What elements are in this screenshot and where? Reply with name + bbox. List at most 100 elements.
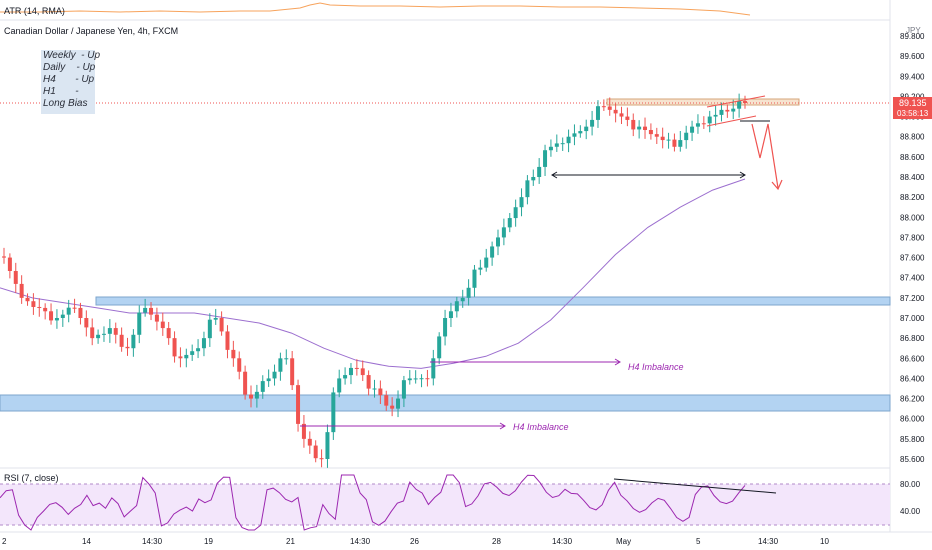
rsi-label[interactable]: RSI (7, close) [4, 473, 59, 483]
candle-body [484, 257, 489, 268]
price-tag-value: 89.135 [899, 98, 927, 108]
candle-body [319, 458, 324, 460]
currency-label: JPY [906, 26, 921, 35]
candle-body [84, 318, 89, 328]
price-tick-label: 86.800 [900, 334, 925, 343]
candle-body [737, 101, 742, 109]
candle-body [348, 367, 353, 376]
candle-body [372, 388, 377, 390]
candle-body [49, 311, 54, 321]
candle-body [672, 139, 677, 147]
supply-zone [606, 98, 800, 106]
time-tick-label: 26 [410, 537, 419, 546]
time-tick-label: 14:30 [758, 537, 779, 546]
symbol-title[interactable]: Canadian Dollar / Japanese Yen, 4h, FXCM [4, 26, 178, 36]
candle-body [437, 336, 442, 359]
candle-body [472, 269, 477, 288]
price-tick-label: 87.400 [900, 274, 925, 283]
projection-arrowhead [771, 179, 783, 191]
candle-body [266, 378, 271, 382]
price-axis[interactable]: 89.80089.60089.40089.20089.00088.80088.6… [900, 32, 925, 464]
arrowhead-lower [499, 422, 506, 430]
price-tick-label: 86.600 [900, 354, 925, 363]
support-zone [0, 394, 891, 412]
price-tick-label: 86.400 [900, 374, 925, 383]
candle-body [172, 338, 177, 357]
candle-body [2, 256, 6, 258]
candle-body [560, 143, 565, 145]
candle-body [443, 318, 448, 337]
candle-body [490, 246, 495, 258]
candle-body [360, 368, 365, 376]
range-arrow-right [739, 171, 746, 179]
candle-body [548, 146, 553, 151]
time-tick-label: 5 [696, 537, 701, 546]
candle-body [54, 318, 59, 321]
candle-body [101, 333, 106, 335]
candle-body [307, 438, 312, 446]
candle-body [354, 367, 359, 369]
candle-body [554, 143, 559, 147]
candle-body [637, 126, 642, 130]
candle-body [731, 108, 736, 112]
time-tick-label: 14:30 [552, 537, 573, 546]
candle-body [743, 101, 747, 103]
price-tick-label: 86.000 [900, 415, 925, 424]
candle-body [243, 371, 248, 395]
price-tick-label: 88.000 [900, 213, 925, 222]
candle-body [384, 395, 389, 406]
candle-body [631, 119, 636, 130]
time-tick-label: May [616, 537, 631, 546]
candle-body [572, 133, 577, 137]
candle-body [7, 257, 12, 271]
range-arrow-left [551, 171, 558, 179]
bias-h1: H1 - [43, 86, 79, 97]
candle-body [690, 126, 695, 133]
candle-body [396, 398, 401, 409]
price-tick-label: 86.200 [900, 395, 925, 404]
bias-weekly: Weekly - Up [43, 50, 101, 61]
candle-body [207, 319, 212, 339]
imbalance-label-upper: H4 Imbalance [628, 362, 684, 372]
candle-body [90, 327, 95, 339]
candle-body [313, 445, 318, 459]
candle-body [654, 134, 659, 137]
candle-body [166, 328, 171, 339]
candle-body [160, 321, 165, 329]
candle-body [72, 307, 77, 309]
time-tick-label: 21 [286, 537, 295, 546]
bias-summary: Long Bias [43, 98, 88, 109]
candle-body [413, 378, 418, 380]
candle-body [378, 388, 383, 396]
projection-path [751, 123, 779, 189]
candle-body [213, 318, 218, 320]
arrowhead-upper [614, 358, 621, 366]
price-tick-label: 88.600 [900, 153, 925, 162]
candle-body [96, 334, 101, 339]
candle-body [284, 358, 289, 360]
candle-body [701, 123, 706, 125]
candle-body [60, 314, 65, 318]
candle-body [107, 328, 112, 334]
atr-indicator-label[interactable]: ATR (14, RMA) [4, 6, 65, 16]
candle-body [137, 312, 142, 335]
candle-body [601, 106, 606, 108]
candle-body [184, 354, 189, 359]
candle-body [513, 207, 518, 219]
candle-body [695, 123, 700, 127]
wedge-lower-line [706, 115, 757, 127]
candle-body [648, 130, 653, 135]
candle-body [584, 126, 589, 132]
price-tick-label: 88.400 [900, 173, 925, 182]
candle-body [331, 392, 336, 433]
ma-line [0, 178, 746, 369]
candle-body [260, 381, 265, 392]
candle-body [678, 140, 683, 147]
candle-body [660, 136, 665, 141]
candle-body [454, 301, 459, 312]
price-tick-label: 87.600 [900, 254, 925, 263]
candle-body [643, 126, 648, 130]
time-tick-label: 28 [492, 537, 501, 546]
time-axis[interactable]: 2 14 14:30 19 21 14:30 26 28 14:30 May 5 14:30 10 [2, 537, 829, 546]
price-tag-countdown: 03:58:13 [897, 109, 929, 118]
